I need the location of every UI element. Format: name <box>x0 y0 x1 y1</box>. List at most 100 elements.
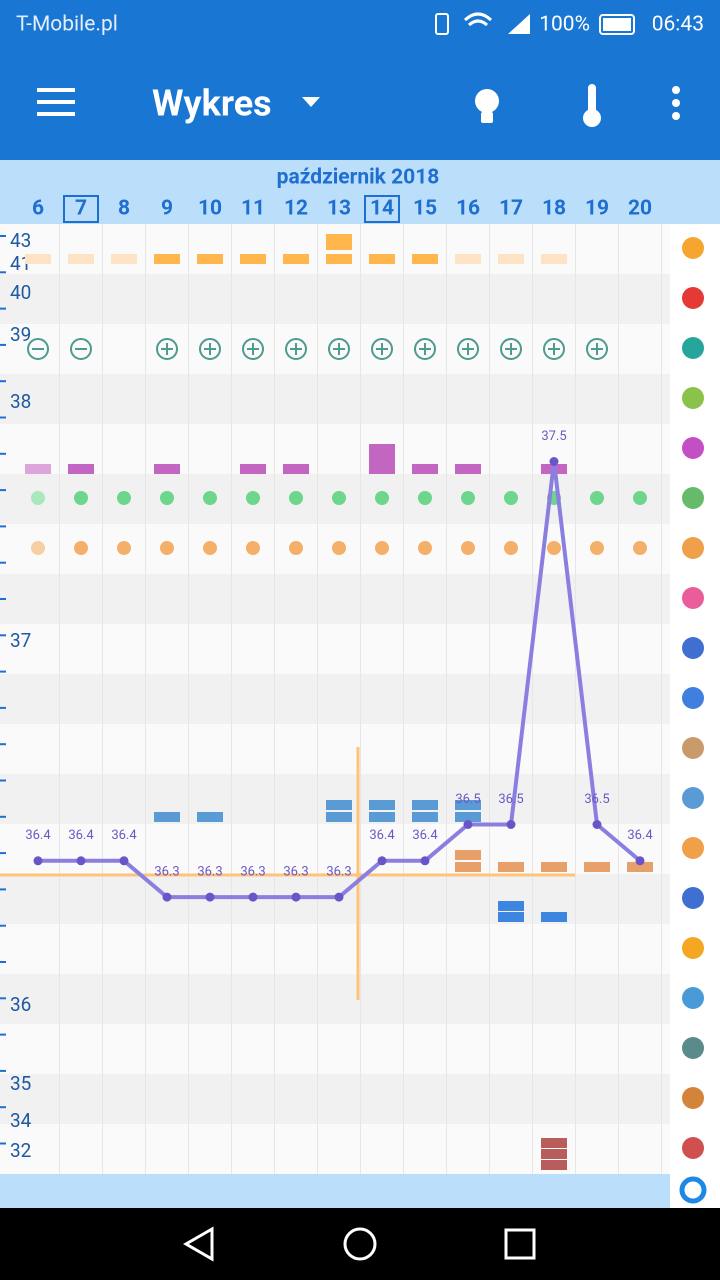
thermometer-button[interactable] <box>583 84 601 127</box>
axis-label: 37 <box>10 629 31 652</box>
temperature-label: 36.3 <box>283 865 308 880</box>
category-icon <box>682 1037 704 1059</box>
mucus-bar <box>369 812 395 822</box>
cycle-icon <box>679 1176 707 1204</box>
mood-bar <box>455 464 481 474</box>
temperature-label: 36.5 <box>455 792 480 807</box>
test-symbol <box>586 338 608 360</box>
date-label: 18 <box>542 197 566 221</box>
dot-orange <box>74 541 88 555</box>
dot-orange <box>633 541 647 555</box>
temperature-label: 36.4 <box>111 828 137 843</box>
thermometer-bulb <box>583 109 601 127</box>
test-symbol <box>70 338 92 360</box>
row-band <box>0 924 670 974</box>
dot-orange <box>590 541 604 555</box>
bulb <box>475 89 499 113</box>
carrier: T-Mobile.pl <box>16 13 118 37</box>
clock: 06:43 <box>652 13 704 37</box>
dot <box>672 99 680 107</box>
cervix-bar <box>455 850 481 860</box>
row-band <box>0 1024 670 1074</box>
mucus-bar <box>326 800 352 810</box>
temperature-point <box>334 892 344 902</box>
test-symbol <box>156 338 178 360</box>
bleeding-bar <box>154 254 180 264</box>
dot-green <box>117 491 131 505</box>
menu-button[interactable] <box>37 88 75 116</box>
temperature-point <box>420 856 430 866</box>
category-icon <box>682 887 704 909</box>
recents-button[interactable] <box>504 1228 536 1260</box>
mood-bar <box>283 464 309 474</box>
row-band <box>0 1124 670 1174</box>
category-icon <box>682 587 704 609</box>
icon-column <box>670 224 720 1208</box>
test-symbol <box>27 338 49 360</box>
temperature-point <box>463 820 473 829</box>
axis-label: 40 <box>10 281 31 304</box>
dot-green <box>633 491 647 505</box>
cervix-bar <box>455 862 481 872</box>
month-label: październik 2018 <box>277 166 440 190</box>
category-icon <box>682 737 704 759</box>
dot-green <box>418 491 432 505</box>
bleeding-bar <box>240 254 266 264</box>
test-symbol <box>457 338 479 360</box>
bulb-base <box>481 112 493 123</box>
today-box <box>63 195 99 223</box>
signal-icon <box>508 14 530 34</box>
date-label: 13 <box>327 197 351 221</box>
wifi-icon <box>463 12 493 27</box>
temperature-point <box>33 856 43 866</box>
cervix-bar <box>498 862 524 872</box>
category-icon <box>682 937 704 959</box>
menu-line <box>37 100 75 104</box>
dot-green <box>203 491 217 505</box>
temperature-label: 36.5 <box>584 792 609 807</box>
dot-green <box>504 491 518 505</box>
temperature-point <box>119 856 129 866</box>
dropdown-arrow[interactable] <box>302 97 320 107</box>
cervix-bar <box>627 862 653 872</box>
symptom-bar <box>541 912 567 922</box>
home-button[interactable] <box>343 1227 377 1261</box>
date-label: 16 <box>456 197 480 221</box>
temperature-label: 37.5 <box>541 429 566 444</box>
row-band <box>0 374 670 424</box>
axis-label: 36 <box>10 993 31 1016</box>
mucus-bar <box>455 800 481 810</box>
mood-bar <box>369 464 395 474</box>
date-label: 17 <box>499 197 523 221</box>
dot-green <box>74 491 88 505</box>
back-button[interactable] <box>182 1226 214 1262</box>
mucus-bar <box>197 812 223 822</box>
bleeding-bar <box>498 254 524 264</box>
battery-fill <box>603 18 631 31</box>
row-band <box>0 424 670 474</box>
date-label: 11 <box>241 197 265 221</box>
mood-bar <box>412 464 438 474</box>
category-icon <box>682 537 704 559</box>
category-icon <box>682 437 704 459</box>
bleeding-bar <box>326 234 352 250</box>
bleeding-bar <box>197 254 223 264</box>
axis-label: 38 <box>10 390 31 413</box>
cervix-bar <box>541 862 567 872</box>
more-button[interactable] <box>672 86 680 120</box>
bleeding-bar <box>326 254 352 264</box>
temperature-label: 36.4 <box>627 828 653 843</box>
dot-orange <box>461 541 475 555</box>
category-icon <box>682 337 704 359</box>
date-label: 12 <box>284 197 308 221</box>
temperature-point <box>592 820 602 829</box>
app-title[interactable]: Wykres <box>152 83 272 125</box>
mood-bar <box>68 464 94 474</box>
tips-button[interactable] <box>475 89 499 123</box>
date-label: 14 <box>370 197 394 221</box>
today-box <box>364 195 400 223</box>
temperature-label: 36.4 <box>369 828 395 843</box>
temperature-label: 36.3 <box>197 865 222 880</box>
